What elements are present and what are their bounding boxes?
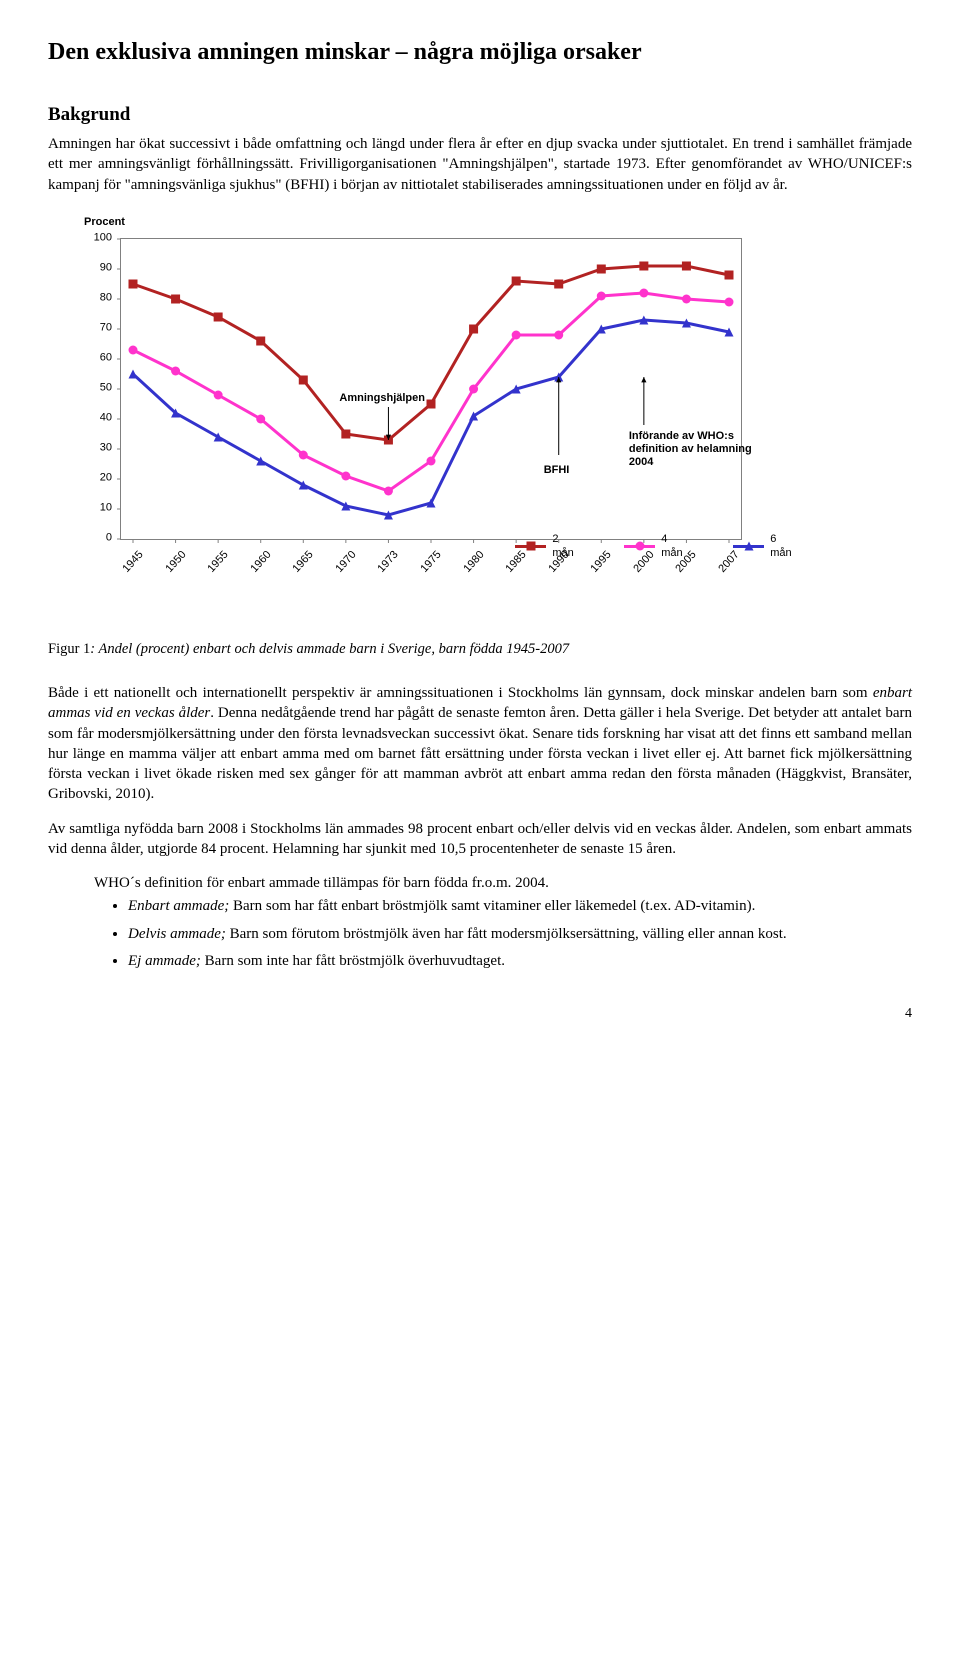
page-title: Den exklusiva amningen minskar – några m… [48,36,912,68]
y-tick-label: 100 [80,230,112,245]
x-tick-label: 1955 [192,548,232,591]
paragraph-3: Av samtliga nyfödda barn 2008 i Stockhol… [48,819,912,860]
caption-prefix: Figur 1 [48,641,90,657]
page-number: 4 [48,1005,912,1024]
x-tick-label: 1970 [319,548,359,591]
annotation-who: Införande av WHO:sdefinition av helamnin… [629,430,752,470]
legend-item: 2 mån [515,532,582,562]
y-tick-label: 20 [80,470,112,485]
y-tick-label: 40 [80,410,112,425]
list-item: Delvis ammade; Barn som förutom bröstmjö… [128,923,892,946]
annotation-bfhi: BFHI [544,463,570,478]
y-tick-label: 30 [80,440,112,455]
section-heading: Bakgrund [48,102,912,128]
list-item: Enbart ammade; Barn som har fått enbart … [128,895,892,918]
x-tick-label: 1980 [447,548,487,591]
paragraph-1: Amningen har ökat successivt i både omfa… [48,134,912,195]
definitions-list: Enbart ammade; Barn som har fått enbart … [104,895,892,973]
x-tick-label: 1975 [405,548,445,591]
y-tick-label: 0 [80,530,112,545]
figure-caption: Figur 1: Andel (procent) enbart och delv… [48,640,912,660]
caption-text: : Andel (procent) enbart och delvis amma… [90,641,569,657]
x-tick-label: 1973 [362,548,402,591]
y-tick-label: 10 [80,500,112,515]
x-tick-label: 1945 [107,548,147,591]
y-axis-title: Procent [84,215,912,230]
x-tick-label: 1965 [277,548,317,591]
paragraph-2: Både i ett nationellt och internationell… [48,683,912,805]
chart-container: Procent 01020304050607080901001945195019… [80,215,912,622]
chart-plot-area [120,238,742,540]
chart-legend: 2 mån 4 mån 6 mån [515,532,800,562]
legend-item: 6 mån [733,532,800,562]
y-tick-label: 90 [80,260,112,275]
list-item: Ej ammade; Barn som inte har fått bröstm… [128,950,892,973]
y-tick-label: 70 [80,320,112,335]
y-tick-label: 50 [80,380,112,395]
x-tick-label: 1960 [234,548,274,591]
x-tick-label: 1950 [149,548,189,591]
legend-item: 4 mån [624,532,691,562]
annotation-amningshjalpen: Amningshjälpen [339,391,425,406]
definitions-intro: WHO´s definition för enbart ammade tillä… [94,873,892,893]
y-tick-label: 80 [80,290,112,305]
y-tick-label: 60 [80,350,112,365]
